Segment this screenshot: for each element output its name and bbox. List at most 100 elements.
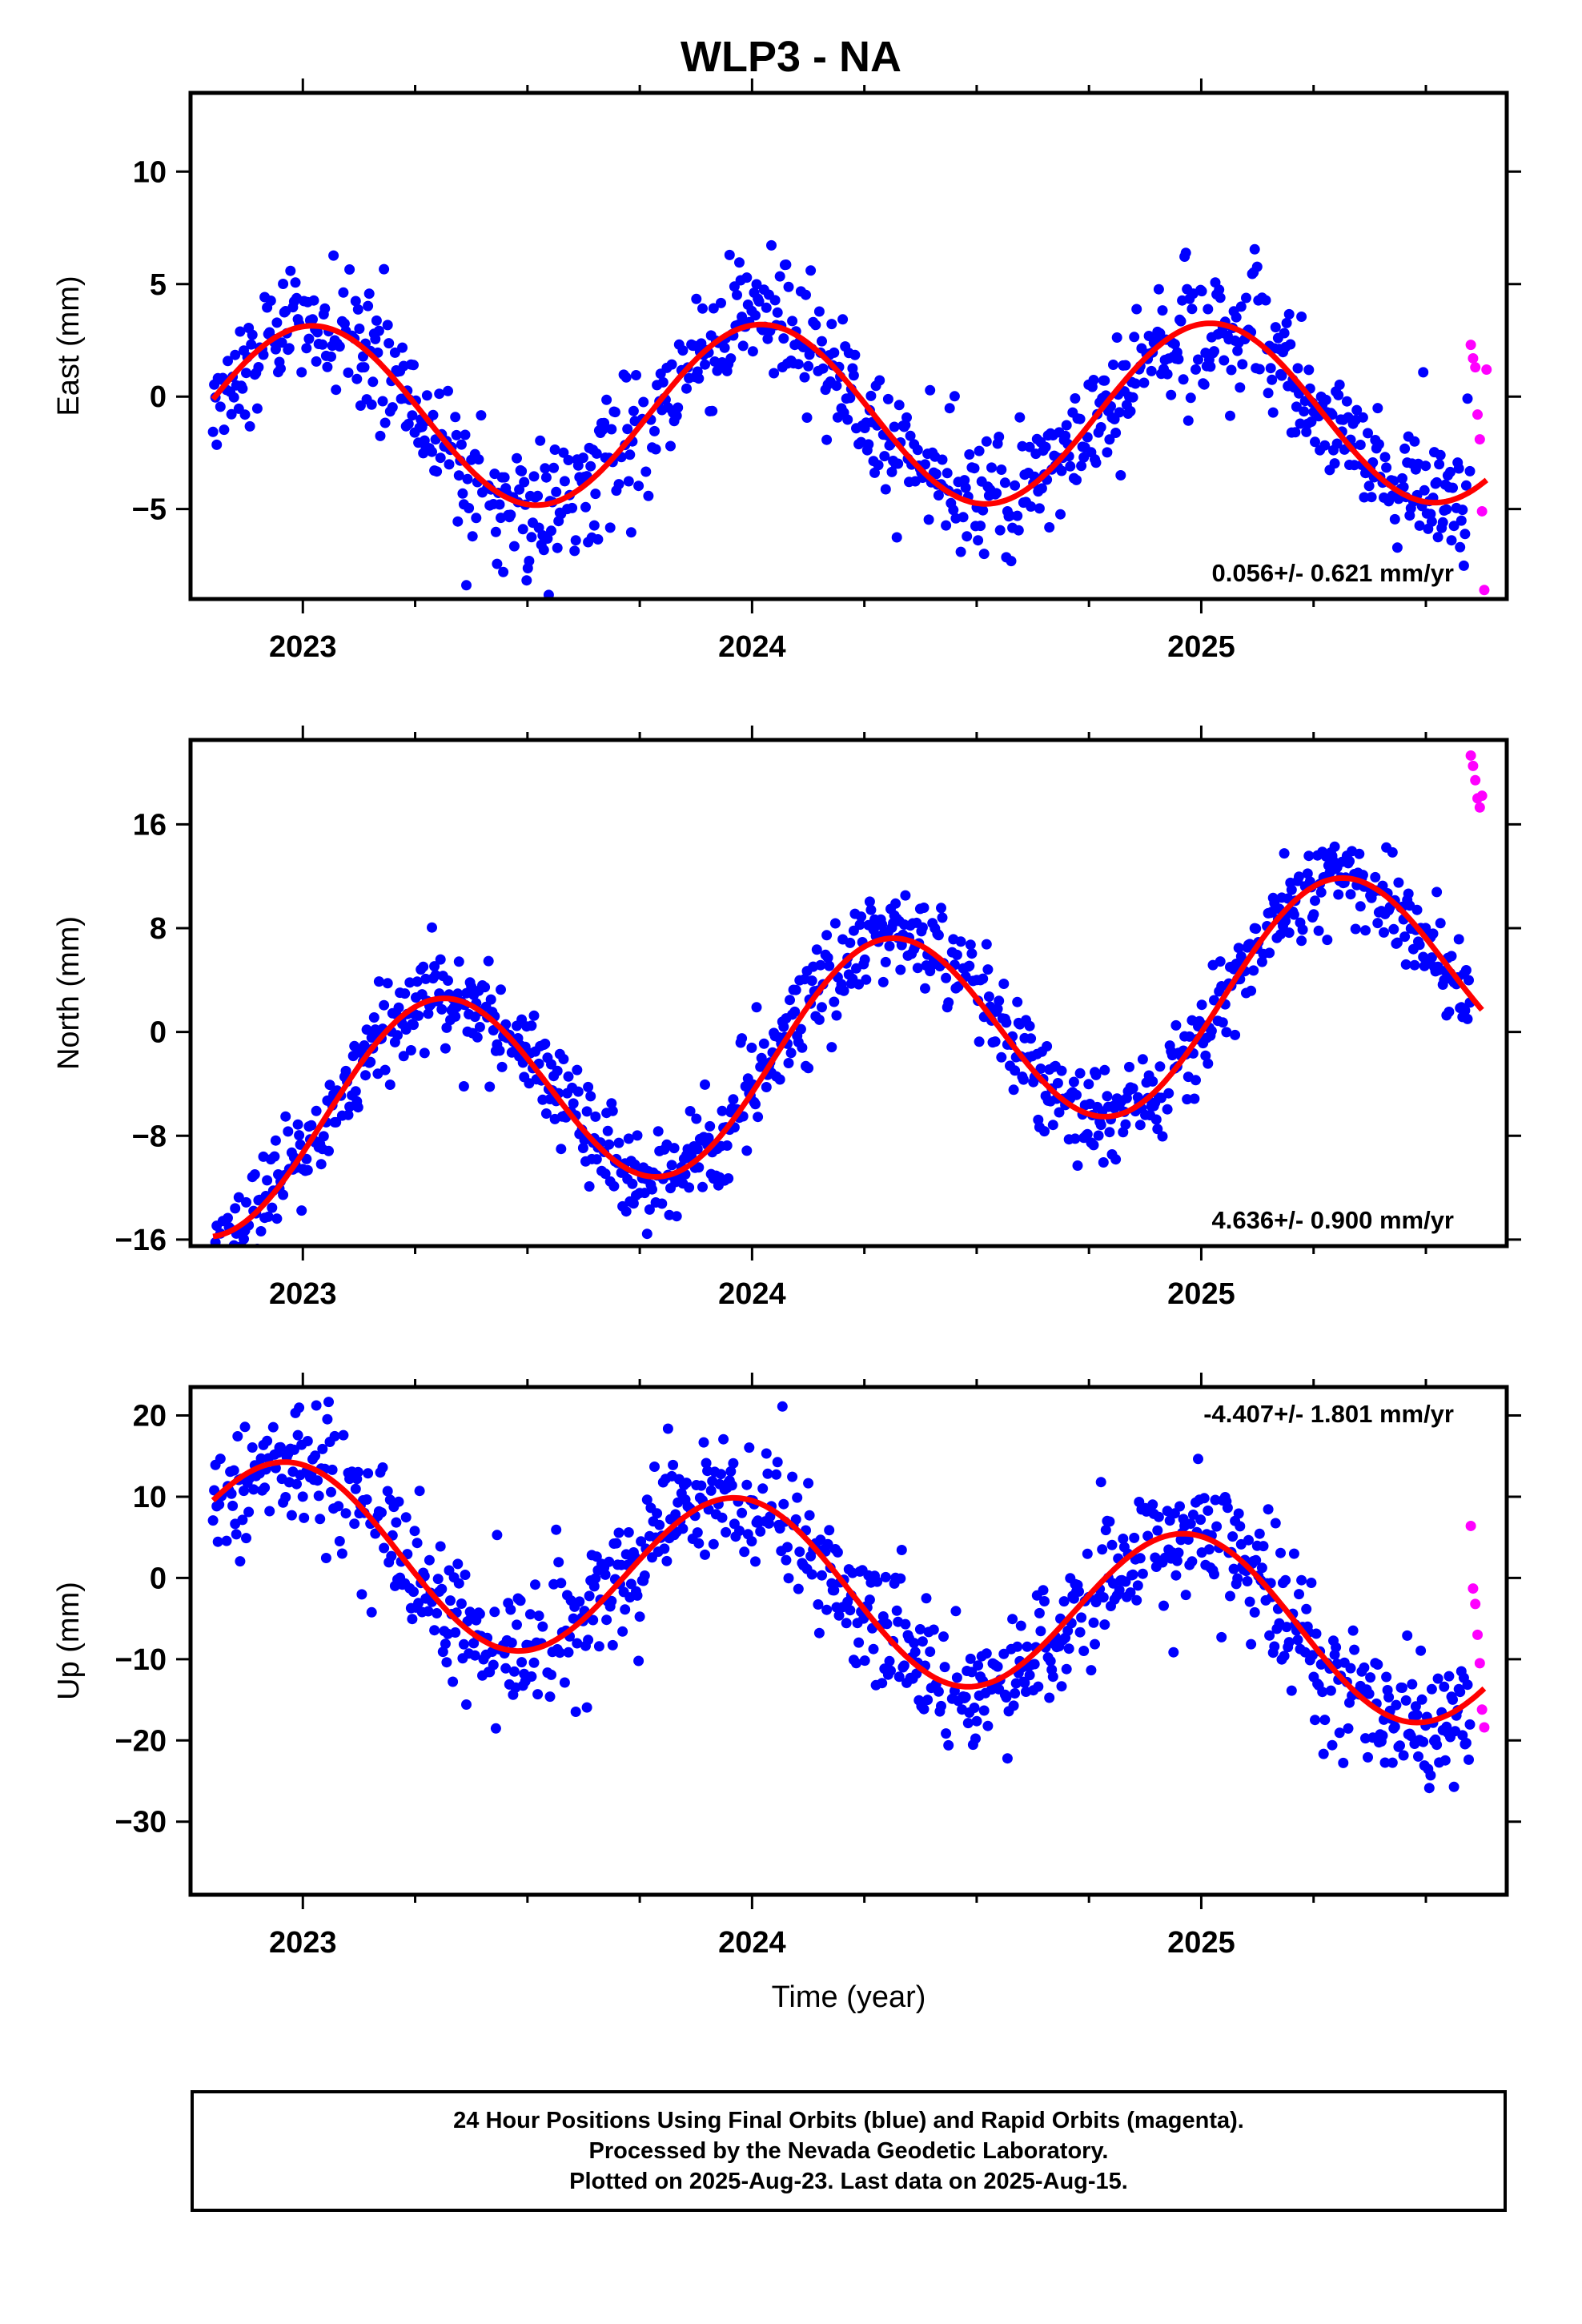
x-tick-label: 2025 [1167,1277,1235,1311]
final-orbit-point [634,1611,645,1622]
final-orbit-point [1249,1606,1260,1618]
final-orbit-point [948,505,959,516]
final-orbit-point [1169,339,1180,350]
final-orbit-point [880,956,891,967]
final-orbit-point [874,375,885,386]
final-orbit-point [1405,1731,1416,1742]
final-orbit-point [294,1402,305,1413]
final-orbit-point [964,960,975,971]
final-orbit-point [1012,510,1023,521]
final-orbit-point [893,458,904,469]
final-orbit-point [617,1626,628,1637]
final-orbit-point [1158,1600,1169,1611]
final-orbit-point [1047,1120,1058,1131]
final-orbit-point [1427,928,1439,939]
final-orbit-point [480,982,491,993]
final-orbit-point [1211,1521,1223,1532]
final-orbit-point [896,939,907,951]
final-orbit-point [514,484,525,495]
final-orbit-point [725,1466,737,1477]
final-orbit-point [1033,1681,1044,1692]
final-orbit-point [1022,1641,1033,1652]
final-orbit-point [606,1595,617,1606]
final-orbit-point [803,1478,814,1489]
final-orbit-point [668,1459,679,1470]
final-orbit-point [938,1631,949,1642]
final-orbit-point [292,1429,303,1441]
final-orbit-point [1152,1525,1163,1536]
final-orbit-point [515,1595,526,1606]
final-orbit-point [593,1641,604,1652]
final-orbit-point [499,472,510,483]
final-orbit-point [494,1045,505,1056]
final-orbit-point [1166,389,1177,400]
rapid-orbit-point [1481,364,1492,375]
final-orbit-point [1090,1638,1100,1650]
final-orbit-point [960,482,971,493]
final-orbit-point [1233,943,1244,954]
final-orbit-point [223,1212,233,1224]
final-orbit-point [691,293,702,304]
final-orbit-point [1180,247,1191,259]
rapid-orbit-point [1474,1658,1485,1669]
final-orbit-point [323,1397,334,1408]
final-orbit-point [419,1047,430,1059]
final-orbit-point [700,359,710,370]
final-orbit-point [432,466,443,477]
final-orbit-point [496,1061,508,1072]
final-orbit-point [751,279,762,290]
final-orbit-point [290,277,301,288]
final-orbit-point [1110,428,1122,438]
final-orbit-point [783,1058,794,1068]
final-orbit-point [241,1196,251,1208]
final-orbit-point [370,333,381,344]
final-orbit-point [1076,460,1087,472]
final-orbit-point [1110,1154,1122,1165]
final-orbit-point [453,470,464,481]
final-orbit-point [301,343,312,354]
final-orbit-point [1095,422,1106,432]
final-orbit-point [885,1665,896,1676]
final-orbit-point [485,994,496,1005]
final-orbit-point [350,1086,361,1097]
final-orbit-point [692,1144,703,1155]
final-orbit-point [1237,359,1248,370]
final-orbit-point [1056,1681,1067,1692]
final-orbit-point [599,417,610,428]
final-orbit-point [1334,1727,1345,1739]
final-orbit-point [1303,850,1315,862]
final-orbit-point [912,963,923,974]
final-orbit-point [625,1578,636,1590]
final-orbit-point [528,471,540,482]
final-orbit-point [440,1638,451,1650]
final-orbit-point [1409,436,1420,447]
final-orbit-point [1256,1562,1267,1574]
final-orbit-point [666,1160,677,1171]
final-orbit-point [1446,951,1457,962]
final-orbit-point [1137,1568,1148,1579]
final-orbit-point [1379,927,1389,938]
final-orbit-point [270,344,281,355]
final-orbit-point [308,295,319,306]
final-orbit-point [1001,1017,1012,1028]
final-orbit-point [782,1542,793,1553]
final-orbit-point [845,392,856,404]
final-orbit-point [861,974,872,985]
final-orbit-point [1221,1027,1232,1038]
final-orbit-point [1370,871,1381,883]
final-orbit-point [303,333,315,344]
final-orbit-point [343,367,354,378]
final-orbit-point [1008,1700,1019,1711]
final-orbit-point [1462,393,1473,404]
final-orbit-point [311,1400,322,1411]
final-orbit-point [900,1618,911,1630]
final-orbit-point [1329,458,1340,469]
final-orbit-point [233,1192,244,1203]
final-orbit-point [918,1703,930,1715]
final-orbit-point [737,1033,748,1044]
final-orbit-point [1407,1679,1418,1690]
final-orbit-point [1100,1525,1111,1536]
final-orbit-point [781,259,792,270]
final-orbit-points [207,1397,1476,1794]
final-orbit-point [777,1401,788,1412]
